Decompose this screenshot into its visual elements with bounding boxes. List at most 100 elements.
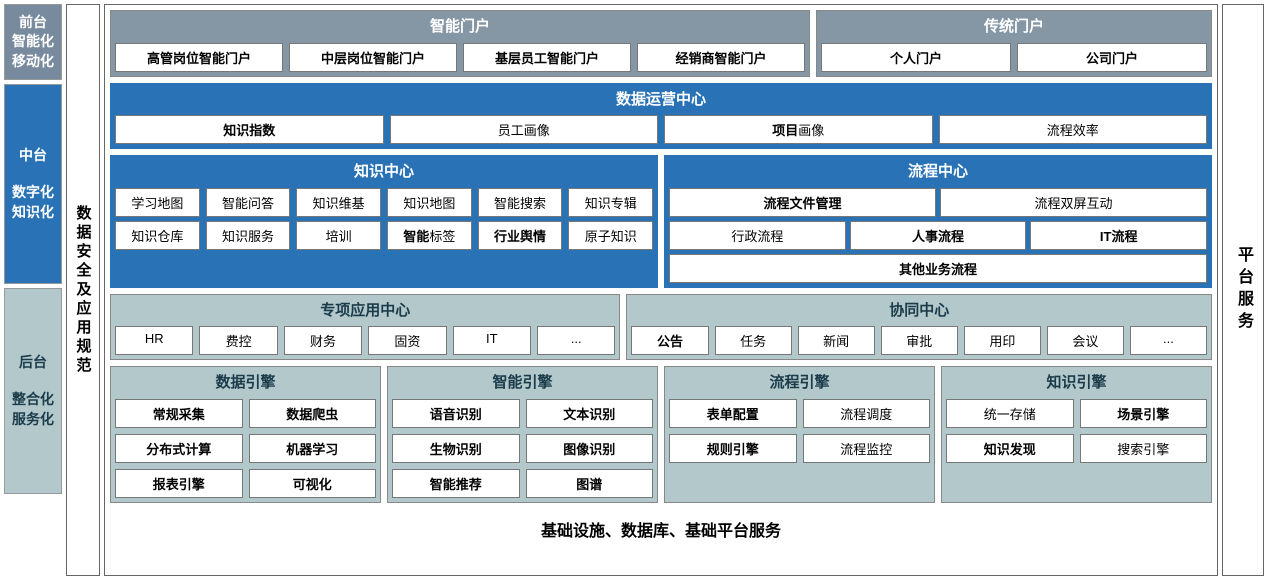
knowledge-engine-items: 统一存储 场景引擎 知识发现 搜索引擎 xyxy=(946,399,1207,463)
process-center-panel: 流程中心 流程文件管理 流程双屏互动 行政流程 人事流程 IT流程 其他业务流程 xyxy=(664,155,1212,288)
pc-item: 其他业务流程 xyxy=(669,254,1207,283)
kc-item: 原子知识 xyxy=(568,221,653,250)
tier-frontend: 前台 智能化 移动化 xyxy=(4,4,62,80)
tier-frontend-l3: 移动化 xyxy=(12,52,54,72)
sa-item: HR xyxy=(115,326,193,355)
foundation-bar: 基础设施、数据库、基础平台服务 xyxy=(110,509,1212,549)
tier-backend: 后台 整合化 服务化 xyxy=(4,288,62,494)
traditional-portal-items: 个人门户 公司门户 xyxy=(821,43,1207,72)
sa-item: 费控 xyxy=(199,326,277,355)
data-engine-title: 数据引擎 xyxy=(115,371,376,395)
smart-engine-items: 语音识别 文本识别 生物识别 图像识别 智能推荐 图谱 xyxy=(392,399,653,498)
engine-item: 分布式计算 xyxy=(115,434,243,463)
engine-item: 机器学习 xyxy=(249,434,377,463)
kc-item: 知识维基 xyxy=(296,188,381,217)
kc-row2: 知识仓库 知识服务 培训 智能标签 行业舆情 原子知识 xyxy=(115,221,653,250)
knowledge-engine-title: 知识引擎 xyxy=(946,371,1207,395)
process-engine-items: 表单配置 流程调度 规则引擎 流程监控 xyxy=(669,399,930,463)
engine-item: 流程调度 xyxy=(803,399,931,428)
engine-item: 智能推荐 xyxy=(392,469,520,498)
kc-item: 智能标签 xyxy=(387,221,472,250)
collab-item: 公告 xyxy=(631,326,708,355)
kc-item: 知识仓库 xyxy=(115,221,200,250)
platform-services-column: 平台服务 xyxy=(1222,4,1264,576)
security-label: 数据安全及应用规范 xyxy=(67,5,99,575)
tier-middle-l1: 中台 xyxy=(12,146,54,166)
portal-item: 经销商智能门户 xyxy=(637,43,805,72)
data-ops-panel: 数据运营中心 知识指数 员工画像 项目画像 流程效率 xyxy=(110,83,1212,150)
centers-row-teal: 专项应用中心 HR 费控 财务 固资 IT ... 协同中心 公告 任务 新闻 … xyxy=(110,294,1212,361)
portal-item: 基层员工智能门户 xyxy=(463,43,631,72)
engine-item: 流程监控 xyxy=(803,434,931,463)
collab-item: ... xyxy=(1130,326,1207,355)
engine-item: 数据爬虫 xyxy=(249,399,377,428)
knowledge-center-title: 知识中心 xyxy=(115,160,653,184)
kc-item: 智能问答 xyxy=(206,188,291,217)
kc-row1: 学习地图 智能问答 知识维基 知识地图 智能搜索 知识专辑 xyxy=(115,188,653,217)
smart-portal-items: 高管岗位智能门户 中层岗位智能门户 基层员工智能门户 经销商智能门户 xyxy=(115,43,805,72)
kc-item: 智能搜索 xyxy=(478,188,563,217)
pc-item: 人事流程 xyxy=(850,221,1027,250)
process-center-grid: 流程文件管理 流程双屏互动 行政流程 人事流程 IT流程 其他业务流程 xyxy=(669,188,1207,283)
engine-item: 规则引擎 xyxy=(669,434,797,463)
kc-item: 学习地图 xyxy=(115,188,200,217)
traditional-portal-panel: 传统门户 个人门户 公司门户 xyxy=(816,10,1212,77)
kc-item: 知识专辑 xyxy=(568,188,653,217)
knowledge-engine-panel: 知识引擎 统一存储 场景引擎 知识发现 搜索引擎 xyxy=(941,366,1212,503)
smart-portal-title: 智能门户 xyxy=(115,15,805,39)
engine-item: 可视化 xyxy=(249,469,377,498)
portal-item: 中层岗位智能门户 xyxy=(289,43,457,72)
pc-item: 行政流程 xyxy=(669,221,846,250)
tier-backend-l1: 后台 xyxy=(12,353,54,373)
pc-item: 流程文件管理 xyxy=(669,188,936,217)
architecture-diagram: 前台 智能化 移动化 中台 数字化 知识化 后台 整合化 服务化 数据安全及应 xyxy=(0,0,1268,580)
data-ops-items: 知识指数 员工画像 项目画像 流程效率 xyxy=(115,115,1207,144)
engine-item: 知识发现 xyxy=(946,434,1074,463)
engine-item: 语音识别 xyxy=(392,399,520,428)
portals-row: 智能门户 高管岗位智能门户 中层岗位智能门户 基层员工智能门户 经销商智能门户 … xyxy=(110,10,1212,77)
collab-panel: 协同中心 公告 任务 新闻 审批 用印 会议 ... xyxy=(626,294,1212,361)
left-tier-column: 前台 智能化 移动化 中台 数字化 知识化 后台 整合化 服务化 xyxy=(4,4,62,576)
engine-item: 搜索引擎 xyxy=(1080,434,1208,463)
engine-item: 文本识别 xyxy=(526,399,654,428)
data-ops-item: 项目画像 xyxy=(664,115,933,144)
traditional-portal-title: 传统门户 xyxy=(821,15,1207,39)
engine-item: 生物识别 xyxy=(392,434,520,463)
engine-item: 统一存储 xyxy=(946,399,1074,428)
sa-item: 固资 xyxy=(368,326,446,355)
collab-item: 任务 xyxy=(715,326,792,355)
tier-middle: 中台 数字化 知识化 xyxy=(4,84,62,284)
engines-row: 数据引擎 常规采集 数据爬虫 分布式计算 机器学习 报表引擎 可视化 智能引擎 … xyxy=(110,366,1212,503)
tier-frontend-l2: 智能化 xyxy=(12,32,54,52)
portal-item: 公司门户 xyxy=(1017,43,1207,72)
kc-item: 行业舆情 xyxy=(478,221,563,250)
knowledge-center-panel: 知识中心 学习地图 智能问答 知识维基 知识地图 智能搜索 知识专辑 知识仓库 … xyxy=(110,155,658,288)
data-engine-panel: 数据引擎 常规采集 数据爬虫 分布式计算 机器学习 报表引擎 可视化 xyxy=(110,366,381,503)
engine-item: 图谱 xyxy=(526,469,654,498)
collab-title: 协同中心 xyxy=(631,299,1207,323)
engine-item: 报表引擎 xyxy=(115,469,243,498)
tier-middle-l2: 数字化 xyxy=(12,183,54,203)
smart-engine-panel: 智能引擎 语音识别 文本识别 生物识别 图像识别 智能推荐 图谱 xyxy=(387,366,658,503)
engine-item: 表单配置 xyxy=(669,399,797,428)
tier-middle-l3: 知识化 xyxy=(12,203,54,223)
tier-frontend-l1: 前台 xyxy=(12,13,54,33)
smart-engine-title: 智能引擎 xyxy=(392,371,653,395)
kc-item: 培训 xyxy=(296,221,381,250)
special-app-items: HR 费控 财务 固资 IT ... xyxy=(115,326,615,355)
data-ops-title: 数据运营中心 xyxy=(115,88,1207,112)
collab-items: 公告 任务 新闻 审批 用印 会议 ... xyxy=(631,326,1207,355)
data-ops-item: 流程效率 xyxy=(939,115,1208,144)
process-center-title: 流程中心 xyxy=(669,160,1207,184)
tier-backend-l3: 服务化 xyxy=(12,410,54,430)
special-app-panel: 专项应用中心 HR 费控 财务 固资 IT ... xyxy=(110,294,620,361)
main-content: 智能门户 高管岗位智能门户 中层岗位智能门户 基层员工智能门户 经销商智能门户 … xyxy=(104,4,1218,576)
data-ops-item: 知识指数 xyxy=(115,115,384,144)
kc-item: 知识地图 xyxy=(387,188,472,217)
collab-item: 用印 xyxy=(964,326,1041,355)
sa-item: IT xyxy=(453,326,531,355)
data-ops-item: 员工画像 xyxy=(390,115,659,144)
process-engine-title: 流程引擎 xyxy=(669,371,930,395)
sa-item: ... xyxy=(537,326,615,355)
portal-item: 高管岗位智能门户 xyxy=(115,43,283,72)
